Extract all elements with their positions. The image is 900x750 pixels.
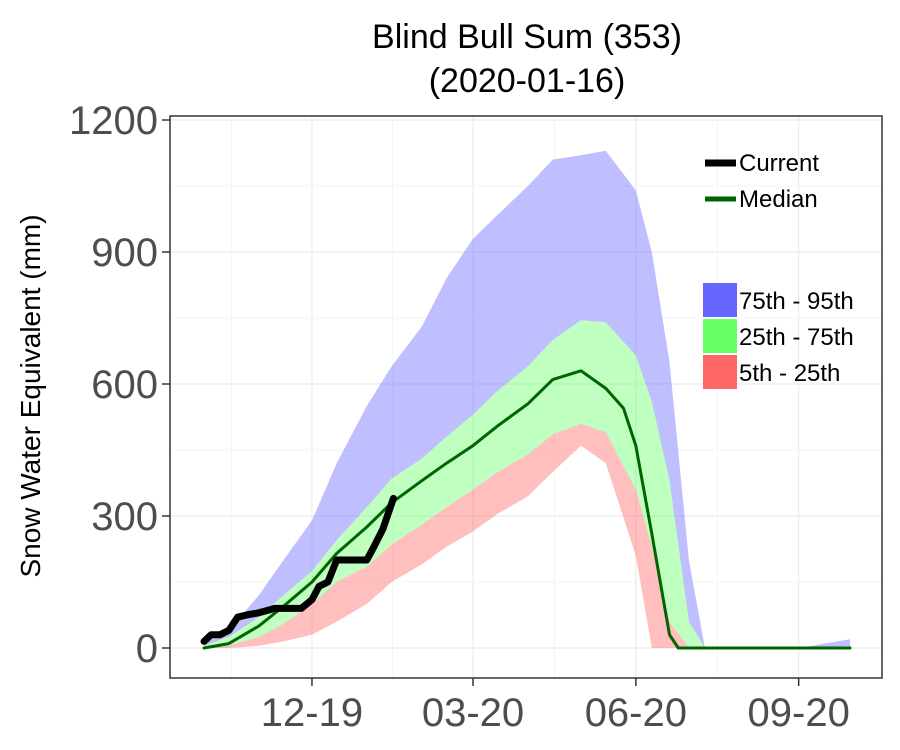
y-tick-label: 600 [91,363,158,407]
y-tick-label: 900 [91,231,158,275]
band-5th-25th [204,423,850,648]
chart-subtitle: (2020-01-16) [429,62,626,100]
legend-key-band-0 [703,283,737,317]
x-tick-label: 06-20 [585,691,687,735]
legend-label-band-1: 25th - 75th [739,324,854,351]
legend-key-band-1 [703,319,737,353]
series-line-median [202,369,852,650]
grid [170,116,882,678]
y-tick-label: 1200 [69,99,158,143]
legend: Current Median 75th - 95th 25th - 75th 5th -… [703,150,854,389]
chart-title: Blind Bull Sum (353) [372,18,682,56]
y-axis-label: Snow Water Equivalent (mm) [15,214,46,577]
legend-label-current: Current [739,150,819,177]
percentile-bands [204,150,850,649]
legend-label-band-2: 5th - 25th [739,360,840,387]
series-lines [200,369,852,650]
y-tick-label: 300 [91,495,158,539]
x-tick-label: 12-19 [261,691,363,735]
y-axis: 0 300 600 900 1200 [69,99,170,671]
legend-label-median: Median [739,186,818,213]
y-tick-label: 0 [136,627,158,671]
legend-key-band-2 [703,355,737,389]
x-tick-label: 03-20 [422,691,524,735]
plot-panel [170,116,882,678]
plot-border [169,115,883,679]
legend-label-band-0: 75th - 95th [739,288,854,315]
band-25th-75th [204,320,850,648]
x-axis: 12-19 03-20 06-20 09-20 [261,678,850,735]
band-75th-95th [204,150,850,649]
x-tick-label: 09-20 [748,691,850,735]
series-line-current [200,494,397,645]
